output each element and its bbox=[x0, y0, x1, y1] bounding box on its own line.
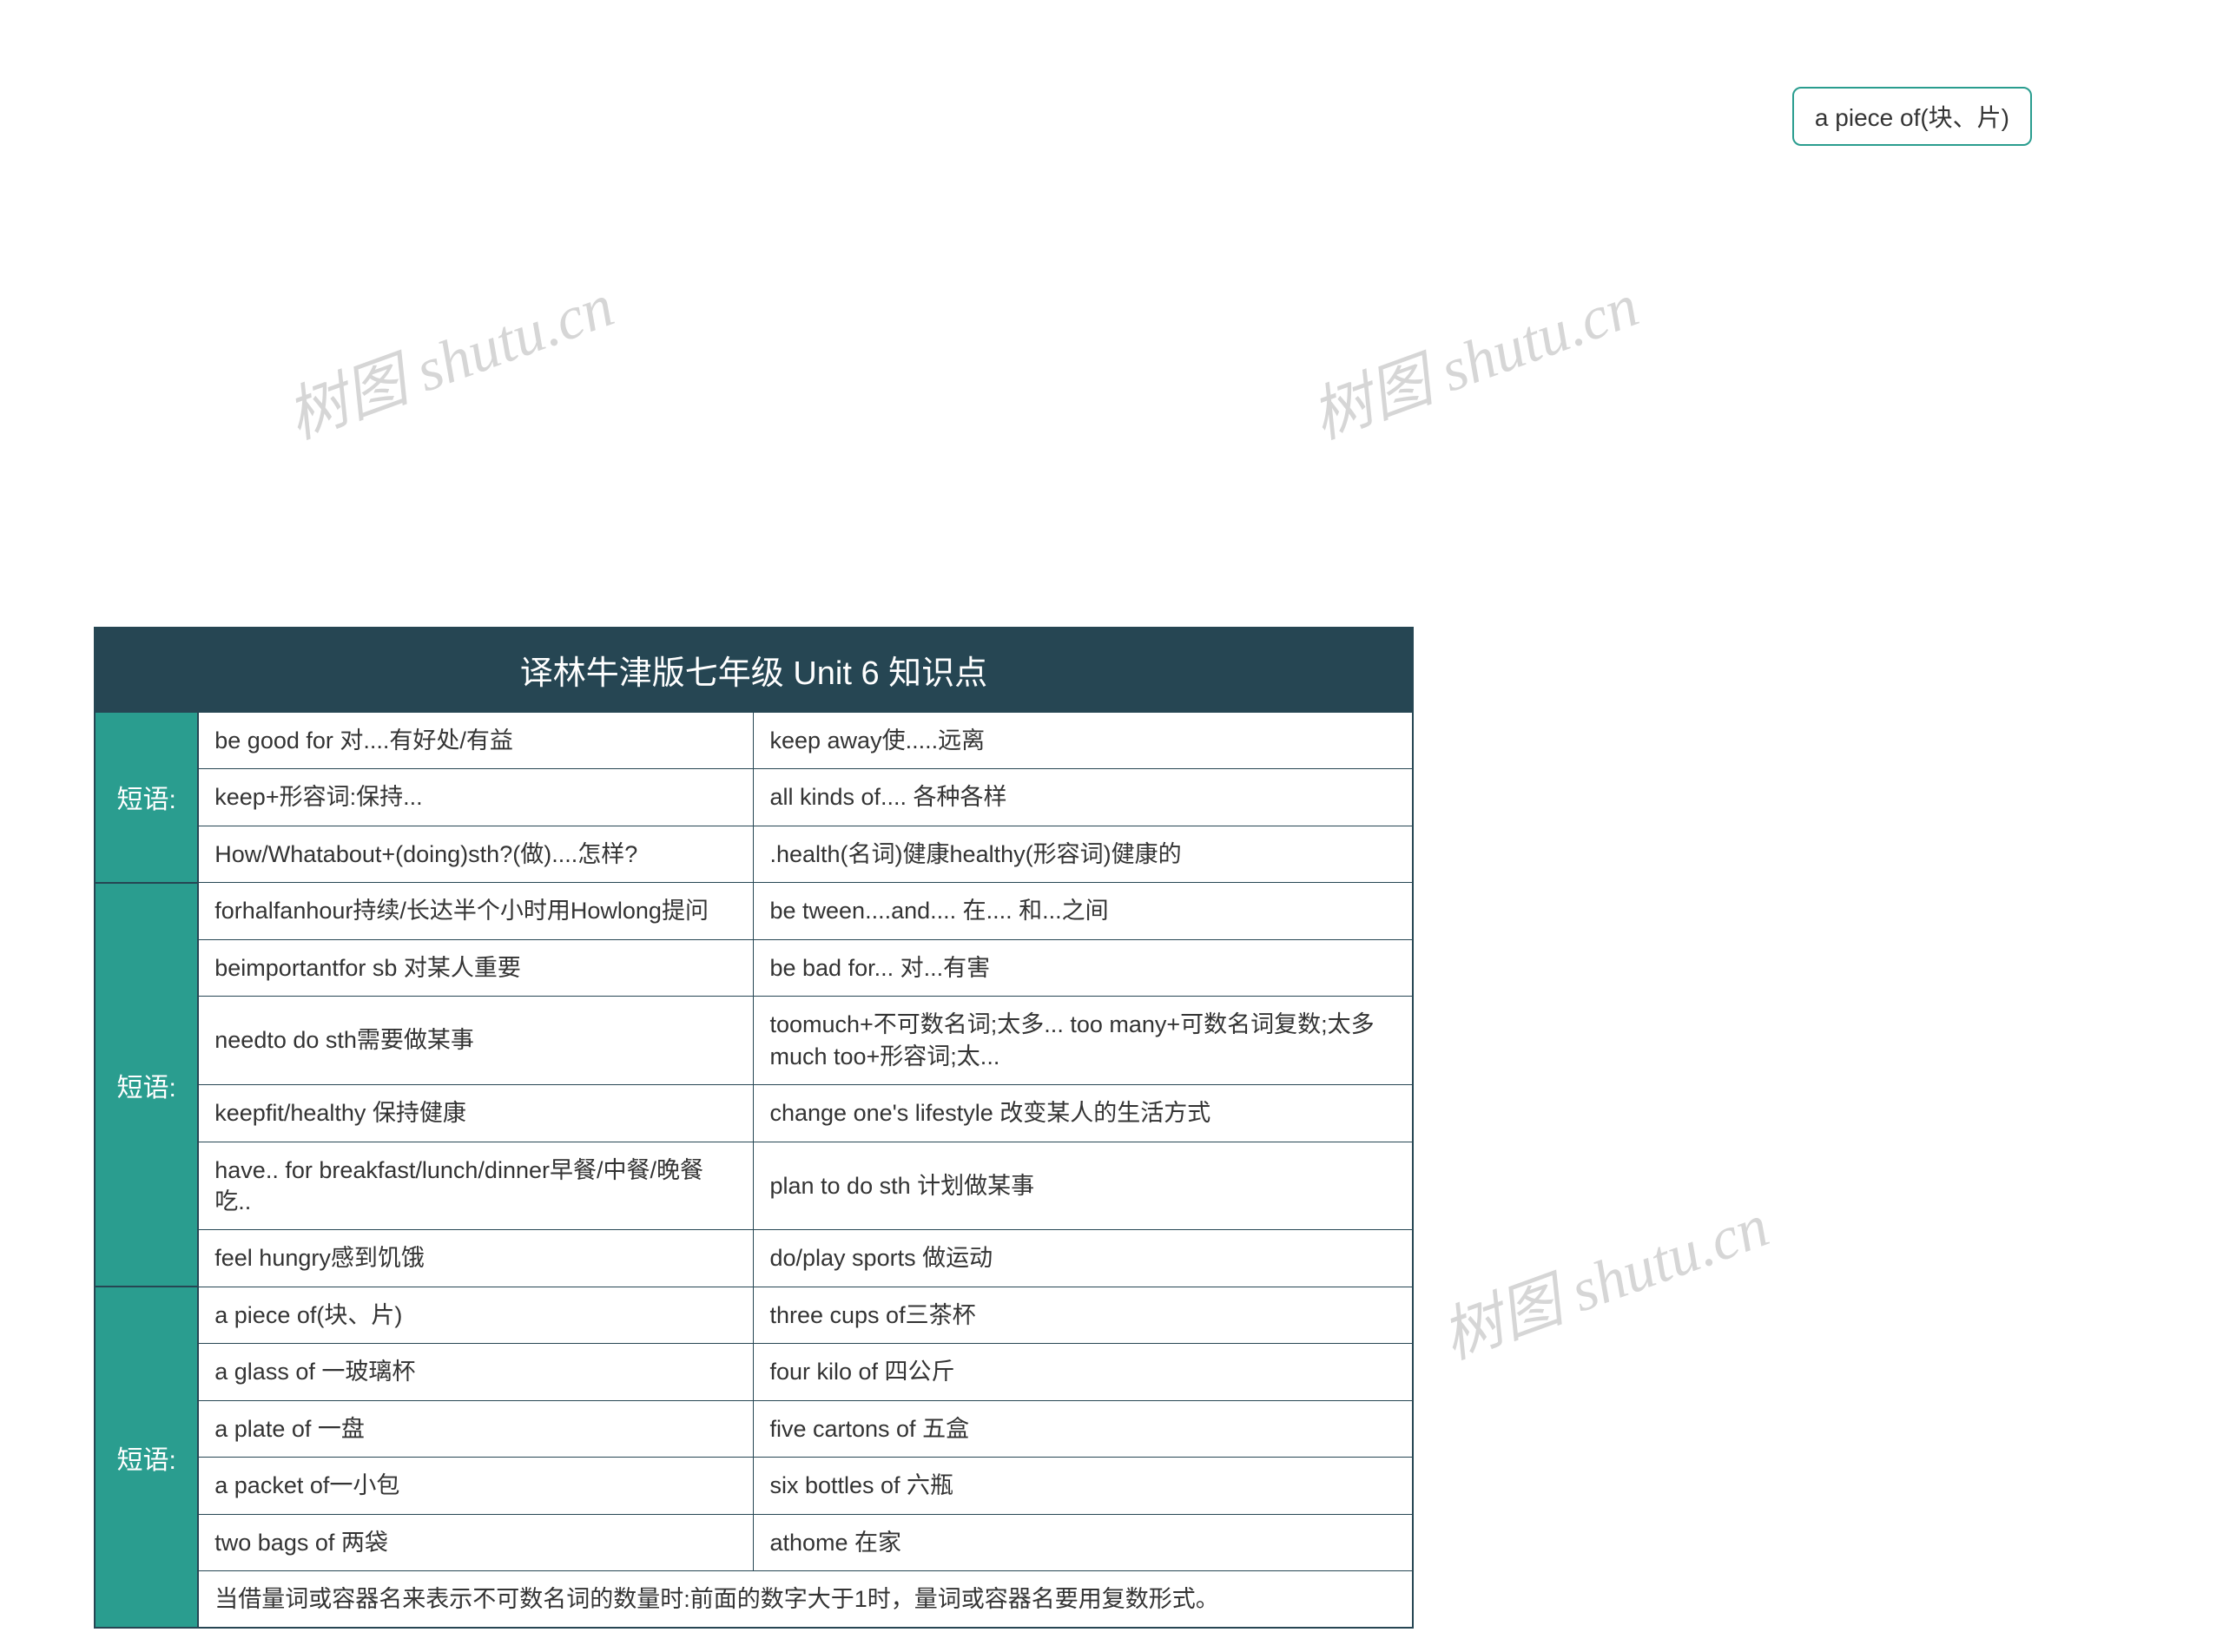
cell: toomuch+不可数名词;太多... too many+可数名词复数;太多 m… bbox=[754, 997, 1413, 1085]
cell: a piece of(块、片) bbox=[198, 1287, 754, 1343]
cell: four kilo of 四公斤 bbox=[754, 1344, 1413, 1400]
cell: plan to do sth 计划做某事 bbox=[754, 1142, 1413, 1230]
cell: athome 在家 bbox=[754, 1514, 1413, 1570]
watermark: 树图 shutu.cn bbox=[274, 257, 624, 456]
table-row: 短语: be good for 对....有好处/有益 keep away使..… bbox=[95, 712, 1413, 769]
table-row: 当借量词或容器名来表示不可数名词的数量时:前面的数字大于1时，量词或容器名要用复… bbox=[95, 1571, 1413, 1629]
cell: change one's lifestyle 改变某人的生活方式 bbox=[754, 1085, 1413, 1142]
table-row: two bags of 两袋 athome 在家 bbox=[95, 1514, 1413, 1570]
table-row: a packet of一小包 six bottles of 六瓶 bbox=[95, 1458, 1413, 1514]
cell: all kinds of.... 各种各样 bbox=[754, 769, 1413, 826]
cell: keep+形容词:保持... bbox=[198, 769, 754, 826]
section-label: 短语: bbox=[95, 883, 198, 1287]
table-row: feel hungry感到饥饿 do/play sports 做运动 bbox=[95, 1230, 1413, 1287]
watermark: 树图 shutu.cn bbox=[1428, 1177, 1779, 1376]
cell: forhalfanhour持续/长达半个小时用Howlong提问 bbox=[198, 883, 754, 939]
table-row: 短语: forhalfanhour持续/长达半个小时用Howlong提问 be … bbox=[95, 883, 1413, 939]
section-label: 短语: bbox=[95, 712, 198, 883]
table-row: keepfit/healthy 保持健康 change one's lifest… bbox=[95, 1085, 1413, 1142]
table-header: 译林牛津版七年级 Unit 6 知识点 bbox=[95, 628, 1413, 712]
cell: .health(名词)健康healthy(形容词)健康的 bbox=[754, 826, 1413, 882]
cell: How/Whatabout+(doing)sth?(做)....怎样? bbox=[198, 826, 754, 882]
knowledge-table: 译林牛津版七年级 Unit 6 知识点 短语: be good for 对...… bbox=[94, 627, 1414, 1629]
cell: be good for 对....有好处/有益 bbox=[198, 712, 754, 769]
table-row: How/Whatabout+(doing)sth?(做)....怎样? .hea… bbox=[95, 826, 1413, 882]
cell: have.. for breakfast/lunch/dinner早餐/中餐/晚… bbox=[198, 1142, 754, 1230]
cell: do/play sports 做运动 bbox=[754, 1230, 1413, 1287]
floating-note: a piece of(块、片) bbox=[1792, 87, 2032, 146]
cell: be tween....and.... 在.... 和...之间 bbox=[754, 883, 1413, 939]
cell: three cups of三茶杯 bbox=[754, 1287, 1413, 1343]
section-label: 短语: bbox=[95, 1287, 198, 1628]
cell: be bad for... 对...有害 bbox=[754, 939, 1413, 996]
cell: a packet of一小包 bbox=[198, 1458, 754, 1514]
table-row: a plate of 一盘 five cartons of 五盒 bbox=[95, 1400, 1413, 1457]
table-title: 译林牛津版七年级 Unit 6 知识点 bbox=[95, 628, 1413, 712]
table-row: 短语: a piece of(块、片) three cups of三茶杯 bbox=[95, 1287, 1413, 1343]
floating-note-text: a piece of(块、片) bbox=[1815, 104, 2009, 131]
table-row: have.. for breakfast/lunch/dinner早餐/中餐/晚… bbox=[95, 1142, 1413, 1230]
table-row: beimportantfor sb 对某人重要 be bad for... 对.… bbox=[95, 939, 1413, 996]
watermark: 树图 shutu.cn bbox=[1298, 257, 1649, 456]
table-row: a glass of 一玻璃杯 four kilo of 四公斤 bbox=[95, 1344, 1413, 1400]
cell: five cartons of 五盒 bbox=[754, 1400, 1413, 1457]
cell: keepfit/healthy 保持健康 bbox=[198, 1085, 754, 1142]
cell: feel hungry感到饥饿 bbox=[198, 1230, 754, 1287]
section-footer: 当借量词或容器名来表示不可数名词的数量时:前面的数字大于1时，量词或容器名要用复… bbox=[198, 1571, 1413, 1629]
cell: beimportantfor sb 对某人重要 bbox=[198, 939, 754, 996]
cell: a plate of 一盘 bbox=[198, 1400, 754, 1457]
cell: six bottles of 六瓶 bbox=[754, 1458, 1413, 1514]
cell: a glass of 一玻璃杯 bbox=[198, 1344, 754, 1400]
table-row: needto do sth需要做某事 toomuch+不可数名词;太多... t… bbox=[95, 997, 1413, 1085]
table-row: keep+形容词:保持... all kinds of.... 各种各样 bbox=[95, 769, 1413, 826]
cell: keep away使.....远离 bbox=[754, 712, 1413, 769]
cell: two bags of 两袋 bbox=[198, 1514, 754, 1570]
cell: needto do sth需要做某事 bbox=[198, 997, 754, 1085]
